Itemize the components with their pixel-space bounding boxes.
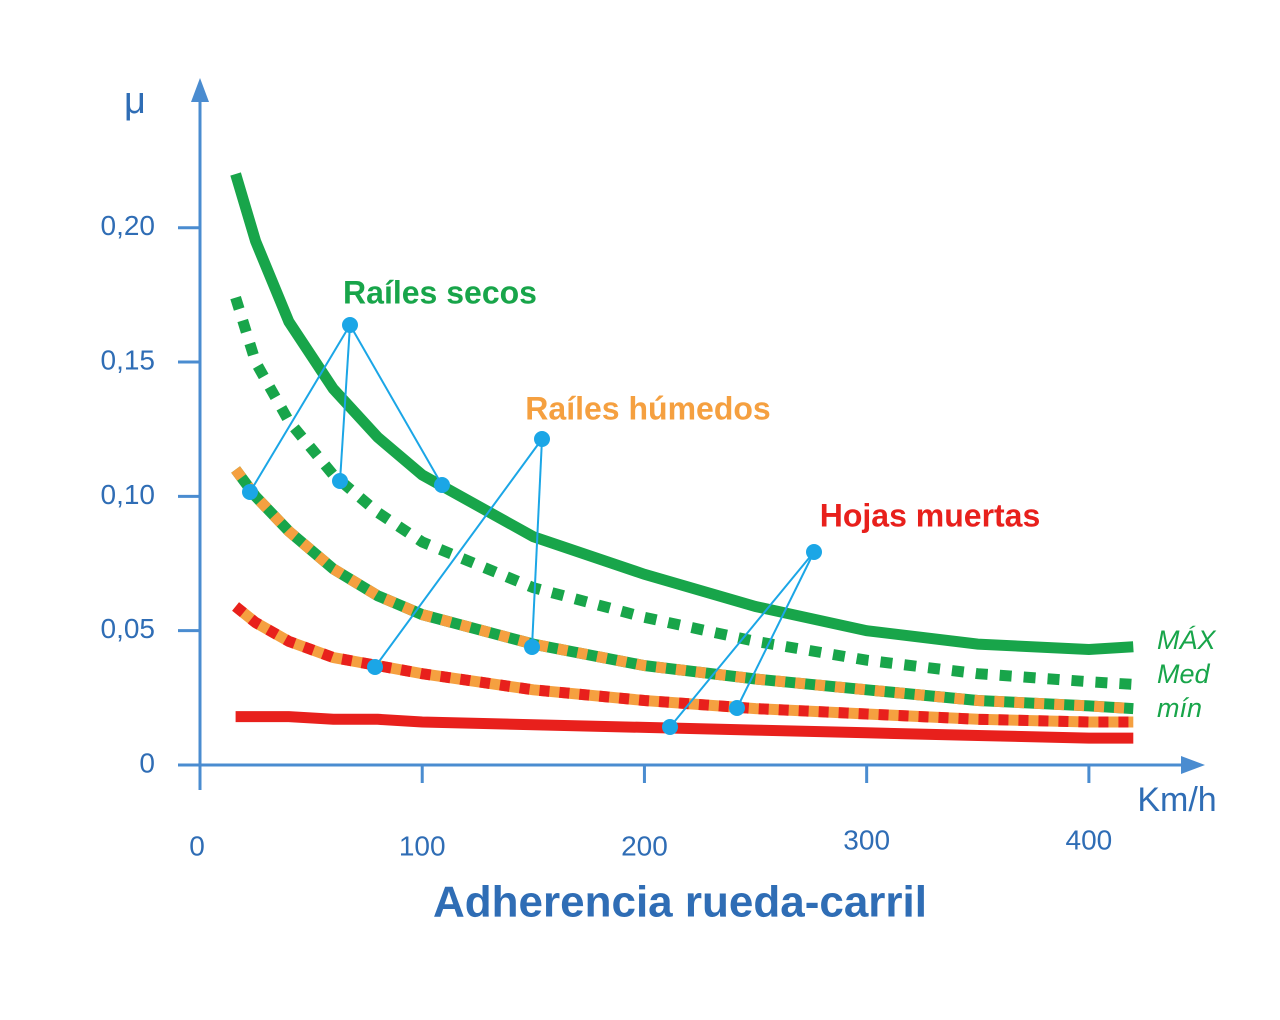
callout-dot — [434, 477, 450, 493]
callout-line — [249, 324, 351, 493]
callout-line — [374, 438, 543, 668]
x-tick-label: 100 — [399, 830, 446, 861]
group-label: Raíles húmedos — [525, 390, 770, 426]
group-label: Raíles secos — [343, 274, 537, 310]
callout-dot — [534, 431, 550, 447]
y-tick-label: 0,05 — [101, 613, 156, 644]
callout-dot — [662, 719, 678, 735]
y-tick-label: 0,20 — [101, 210, 156, 241]
y-axis-arrow — [191, 78, 209, 102]
callout-dot — [342, 317, 358, 333]
x-tick-label: 300 — [843, 824, 890, 855]
y-tick-label: 0,10 — [101, 479, 156, 510]
x-tick-label: 0 — [189, 830, 205, 861]
series-line — [230, 295, 1134, 690]
x-tick-label: 400 — [1066, 824, 1113, 855]
y-axis-label: μ — [124, 80, 146, 122]
level-label: mín — [1157, 693, 1202, 723]
chart-title: Adherencia rueda-carril — [433, 878, 927, 927]
callout-dot — [524, 639, 540, 655]
x-axis-label: Km/h — [1137, 781, 1216, 819]
callout-dot — [332, 473, 348, 489]
y-tick-label: 0,15 — [101, 344, 156, 375]
callout-line — [349, 324, 443, 486]
series-line-dash — [232, 602, 1134, 728]
callout-line — [339, 324, 351, 482]
series-line-dash — [231, 466, 1134, 715]
callout-dot — [367, 659, 383, 675]
level-label: Med — [1157, 659, 1211, 689]
y-tick-label: 0 — [139, 747, 155, 778]
x-axis-arrow — [1181, 756, 1205, 774]
callout-dot — [242, 484, 258, 500]
callout-dot — [806, 544, 822, 560]
callout-line — [736, 551, 815, 709]
level-label: MÁX — [1157, 625, 1217, 655]
callout-line — [669, 551, 815, 728]
x-tick-label: 200 — [621, 830, 668, 861]
callout-line — [531, 438, 543, 648]
series-line — [235, 711, 1134, 744]
callout-dot — [729, 700, 745, 716]
group-label: Hojas muertas — [820, 497, 1041, 533]
series-line — [230, 172, 1134, 656]
